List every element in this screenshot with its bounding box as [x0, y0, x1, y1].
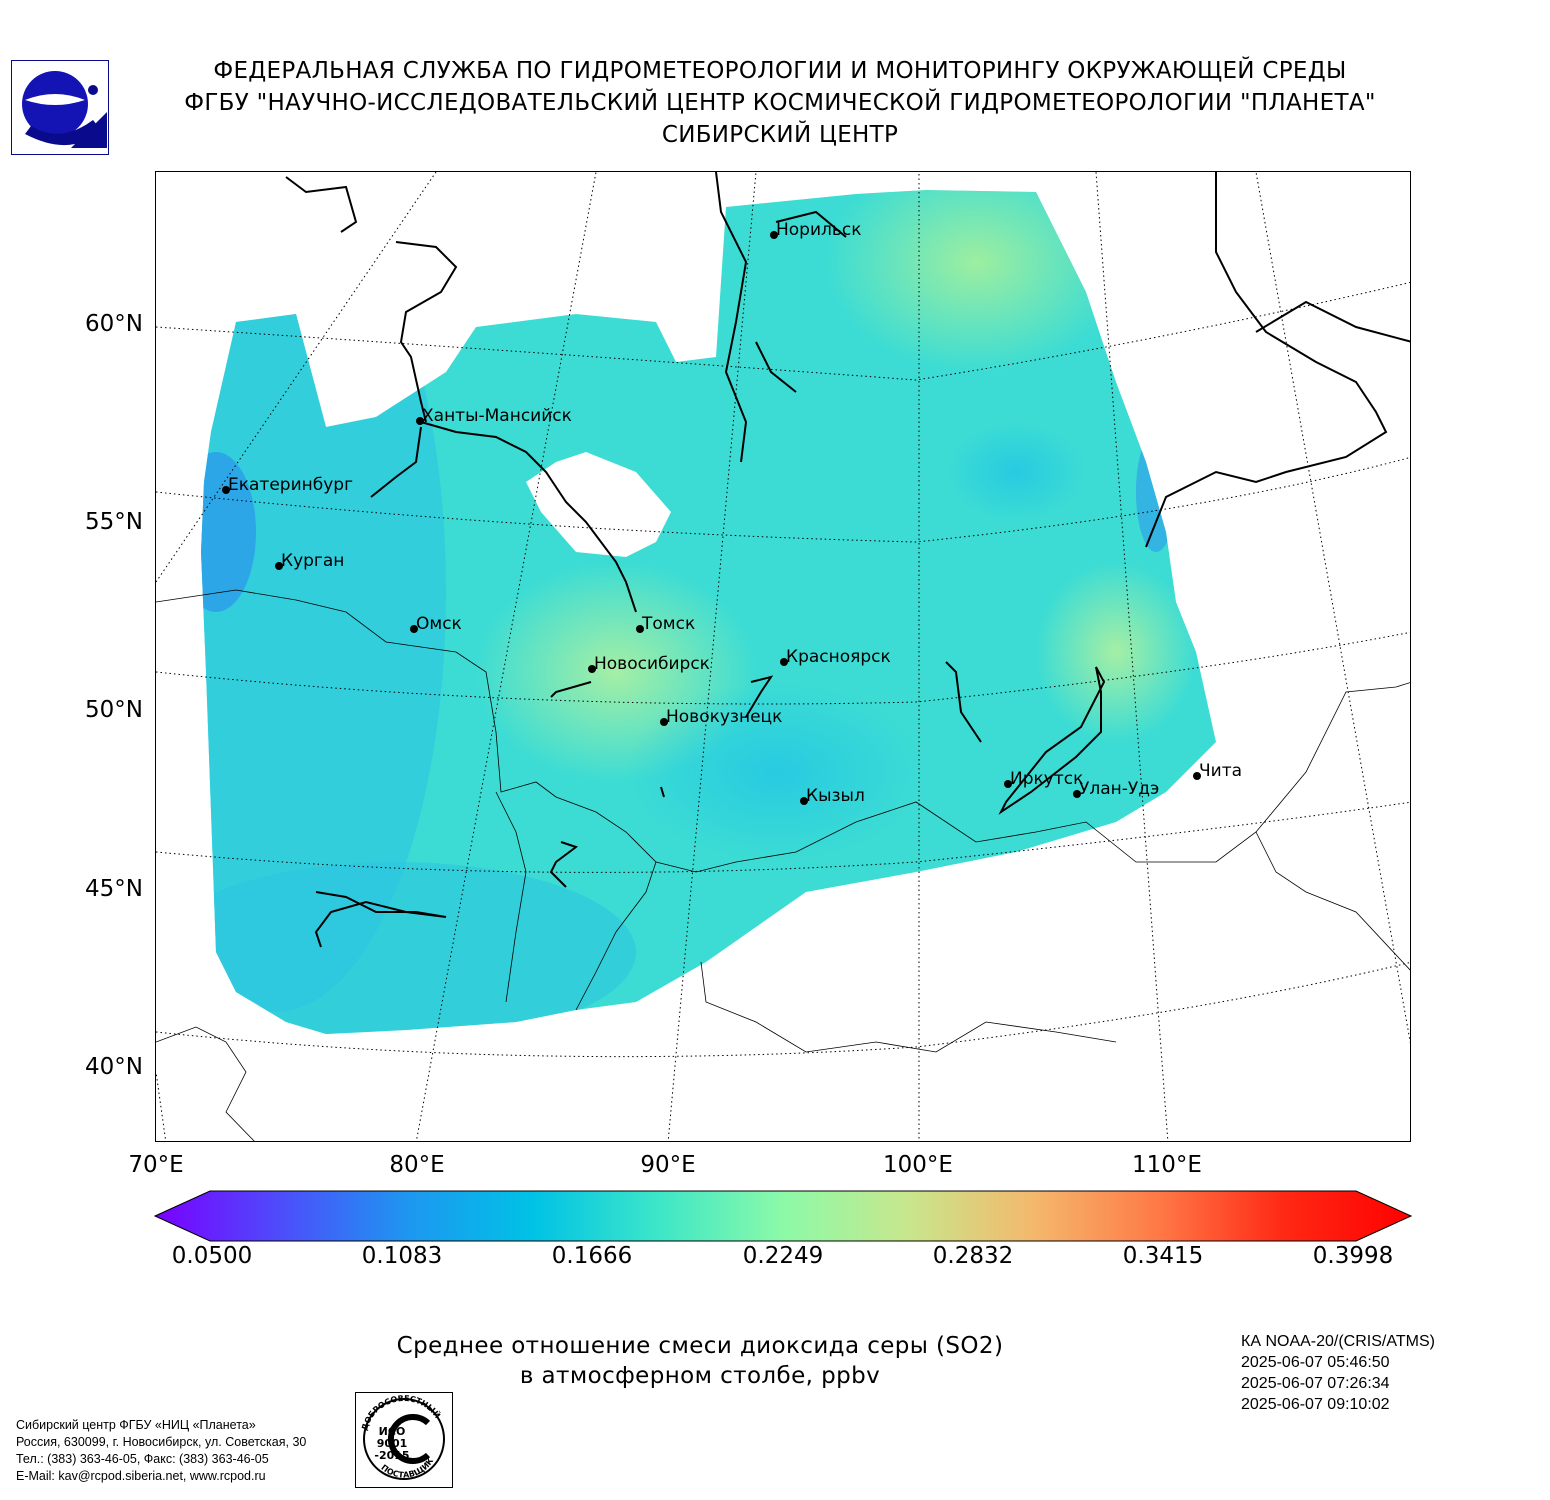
cb-tick-0: 0.0500: [171, 1243, 253, 1269]
iso-line-1: ИСО: [379, 1425, 406, 1438]
cb-tick-4: 0.2832: [932, 1243, 1014, 1269]
footer-org: Сибирский центр ФГБУ «НИЦ «Планета»: [16, 1418, 256, 1432]
city-dot-chita: [1193, 772, 1201, 780]
cb-tick-2: 0.1666: [551, 1243, 633, 1269]
header-line-3: СИБИРСКИЙ ЦЕНТР: [661, 122, 899, 148]
footer-email: E-Mail: kav@rcpod.siberia.net, www.rcpod…: [16, 1469, 266, 1483]
footer-phone: Тел.: (383) 363-46-05, Факс: (383) 363-4…: [16, 1452, 269, 1466]
lat-label-45: 45°N: [85, 876, 143, 902]
lon-label-80: 80°E: [389, 1152, 445, 1178]
satellite-time-1: 2025-06-07 05:46:50: [1241, 1354, 1390, 1371]
map-title-line-1: Среднее отношение смеси диоксида серы (S…: [396, 1333, 1004, 1359]
iso-line-3: -2015: [374, 1449, 409, 1462]
iso-badge: ДОБРОСОВЕСТНЫЙ ПОСТАВЩИК ИСО 9001 -2015: [355, 1392, 453, 1488]
cb-tick-3: 0.2249: [742, 1243, 824, 1269]
footer-address: Россия, 630099, г. Новосибирск, ул. Сове…: [16, 1435, 307, 1449]
map-title-line-2: в атмосферном столбе, ppbv: [519, 1363, 881, 1389]
city-dot-omsk: [410, 625, 418, 633]
satellite-time-2: 2025-06-07 07:26:34: [1241, 1375, 1390, 1392]
city-label-khanty-mansiysk: Ханты-Мансийск: [422, 406, 572, 426]
city-label-kurgan: Курган: [281, 551, 344, 571]
city-label-novokuznetsk: Новокузнецк: [666, 707, 782, 727]
city-label-novosibirsk: Новосибирск: [594, 654, 710, 674]
city-label-irkutsk: Иркутск: [1010, 769, 1083, 789]
lon-label-110: 110°E: [1132, 1152, 1202, 1178]
city-labels: Норильск Ханты-Мансийск Екатеринбург Кур…: [228, 220, 1242, 806]
city-dot-novosibirsk: [588, 665, 596, 673]
header-line-2: ФГБУ "НАУЧНО-ИССЛЕДОВАТЕЛЬСКИЙ ЦЕНТР КОС…: [184, 90, 1376, 116]
city-dot-khanty-mansiysk: [416, 417, 424, 425]
lon-label-70: 70°E: [128, 1152, 184, 1178]
city-dot-norilsk: [770, 231, 778, 239]
lat-label-60: 60°N: [85, 311, 143, 337]
rivers-coastlines: [285, 172, 1410, 948]
city-dot-tomsk: [636, 625, 644, 633]
so2-field: [201, 190, 1216, 1034]
lat-label-40: 40°N: [85, 1054, 143, 1080]
satellite-name: КА NOAA-20/(CRIS/ATMS): [1241, 1333, 1435, 1350]
lon-label-90: 90°E: [640, 1152, 696, 1178]
cb-tick-5: 0.3415: [1122, 1243, 1204, 1269]
satellite-time-3: 2025-06-07 09:10:02: [1241, 1396, 1390, 1413]
lon-label-100: 100°E: [883, 1152, 953, 1178]
city-label-kyzyl: Кызыл: [806, 786, 865, 806]
city-label-ulan-ude: Улан-Удэ: [1079, 779, 1159, 799]
city-dot-irkutsk: [1004, 780, 1012, 788]
city-dot-krasnoyarsk: [780, 658, 788, 666]
city-markers: [222, 231, 1201, 805]
city-dot-kurgan: [275, 562, 283, 570]
graticule: [156, 172, 1410, 1141]
city-label-omsk: Омск: [416, 614, 462, 634]
cb-tick-1: 0.1083: [361, 1243, 443, 1269]
iso-line-2: 9001: [377, 1437, 408, 1450]
so2-map: Норильск Ханты-Мансийск Екатеринбург Кур…: [155, 171, 1411, 1142]
map-canvas: Норильск Ханты-Мансийск Екатеринбург Кур…: [156, 172, 1410, 1141]
colorbar: [154, 1190, 1412, 1242]
city-dot-novokuznetsk: [660, 718, 668, 726]
city-label-norilsk: Норильск: [776, 220, 862, 240]
city-dot-kyzyl: [800, 797, 808, 805]
city-label-chita: Чита: [1199, 761, 1242, 781]
cb-tick-6: 0.3998: [1312, 1243, 1394, 1269]
header-line-1: ФЕДЕРАЛЬНАЯ СЛУЖБА ПО ГИДРОМЕТЕОРОЛОГИИ …: [213, 58, 1347, 84]
lat-label-55: 55°N: [85, 509, 143, 535]
lat-label-50: 50°N: [85, 697, 143, 723]
borders: [156, 589, 1410, 1141]
city-dot-ulan-ude: [1073, 790, 1081, 798]
city-label-ekaterinburg: Екатеринбург: [228, 475, 353, 495]
city-label-krasnoyarsk: Красноярск: [786, 647, 891, 667]
planeta-logo: [11, 60, 109, 155]
city-dot-ekaterinburg: [222, 486, 230, 494]
city-label-tomsk: Томск: [641, 614, 695, 634]
